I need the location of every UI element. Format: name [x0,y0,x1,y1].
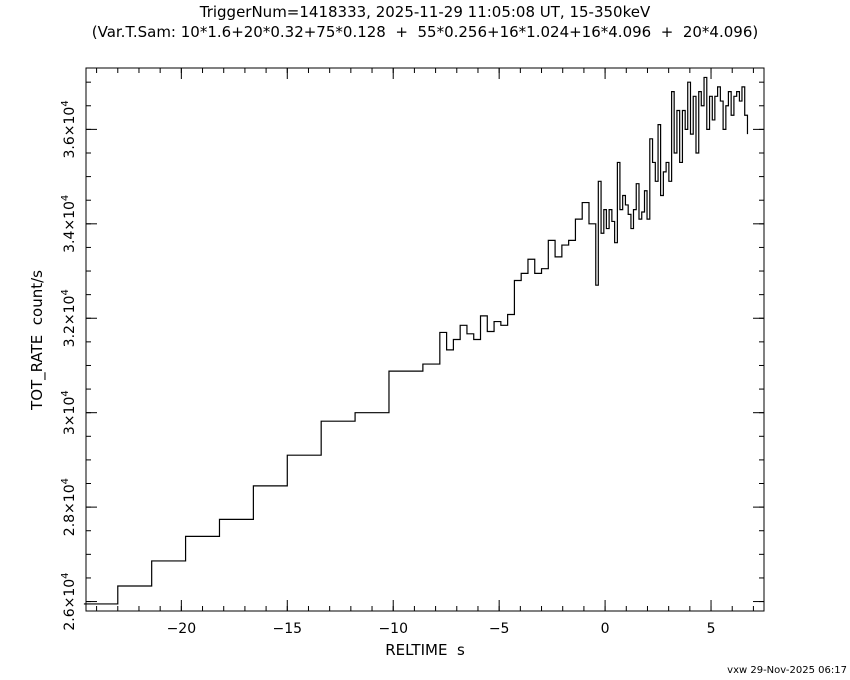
chart-title: TriggerNum=1418333, 2025-11-29 11:05:08 … [199,3,651,21]
x-tick-label: 5 [707,621,716,637]
minor-ticks [86,68,764,611]
chart-subtitle: (Var.T.Sam: 10*1.6+20*0.32+75*0.128 + 55… [92,23,758,41]
x-tick-label: −15 [273,621,303,637]
x-tick-labels: −20 −15 −10 −5 0 5 [167,621,716,637]
x-tick-label: −5 [489,621,510,637]
y-tick-label: 2.6×104 [60,572,78,630]
x-tick-label: −10 [378,621,408,637]
x-tick-label: 0 [601,621,610,637]
y-tick-label: 3×104 [60,390,78,435]
major-ticks [86,68,764,611]
footer-stamp: vxw 29-Nov-2025 06:17 [727,665,847,676]
y-tick-label: 3.6×104 [60,100,78,158]
y-tick-label: 2.8×104 [60,478,78,536]
y-tick-labels: 2.6×104 2.8×104 3×104 3.2×104 3.4×104 3.6×104 [60,100,78,630]
x-tick-label: −20 [167,621,197,637]
y-axis-title: TOT_RATE count/s [28,270,47,411]
y-tick-label: 3.4×104 [60,195,78,253]
y-tick-label: 3.2×104 [60,289,78,347]
plot-frame [85,67,765,612]
x-axis-title: RELTIME s [385,641,465,659]
rate-step-series [83,76,749,605]
